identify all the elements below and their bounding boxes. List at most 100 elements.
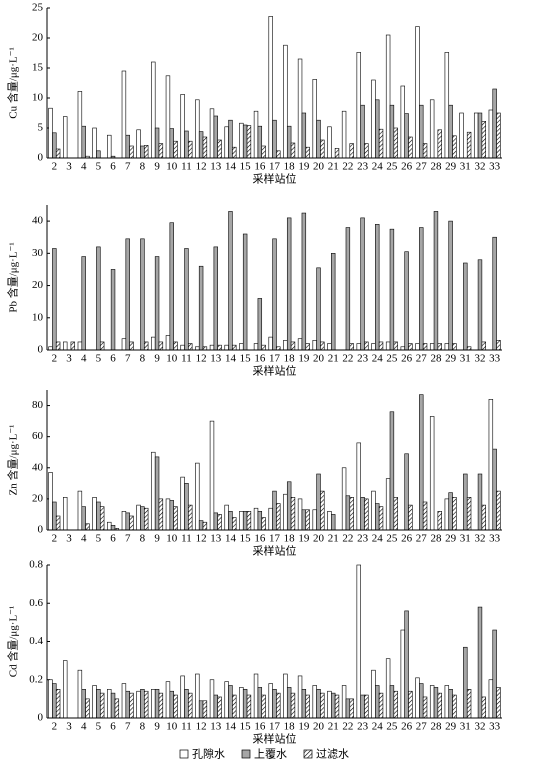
bar bbox=[452, 694, 457, 719]
bar bbox=[422, 343, 428, 351]
bar bbox=[360, 104, 365, 159]
x-tick-label: 18 bbox=[284, 161, 296, 173]
bar bbox=[48, 107, 53, 159]
x-tick-label: 24 bbox=[372, 721, 384, 733]
bar bbox=[331, 692, 336, 719]
bar bbox=[415, 677, 420, 719]
bar bbox=[151, 336, 156, 351]
bar bbox=[217, 139, 222, 159]
x-tick-label: 9 bbox=[154, 721, 160, 733]
bar bbox=[448, 104, 453, 159]
bar bbox=[195, 99, 200, 159]
bar bbox=[345, 495, 351, 531]
bar bbox=[55, 515, 61, 531]
x-tick-label: 12 bbox=[196, 161, 207, 173]
bar bbox=[276, 692, 281, 719]
legend-swatch bbox=[241, 749, 251, 759]
y-tick-label: 25 bbox=[32, 2, 44, 14]
bar bbox=[129, 692, 134, 719]
bar bbox=[257, 125, 263, 159]
bar bbox=[283, 340, 288, 351]
x-tick-label: 19 bbox=[298, 721, 310, 733]
bar bbox=[110, 269, 116, 351]
bar bbox=[444, 343, 450, 351]
bar bbox=[297, 675, 303, 719]
bar bbox=[198, 520, 204, 531]
bar bbox=[415, 26, 420, 159]
bar bbox=[305, 146, 310, 159]
bar bbox=[334, 148, 340, 159]
bar bbox=[316, 473, 321, 531]
bar bbox=[492, 88, 497, 159]
bar bbox=[364, 694, 369, 719]
x-tick-label: 31 bbox=[460, 533, 471, 545]
x-tick-label: 31 bbox=[460, 353, 471, 365]
bar bbox=[437, 343, 442, 351]
x-tick-label: 17 bbox=[269, 161, 281, 173]
bar bbox=[165, 75, 171, 159]
bar bbox=[268, 507, 273, 531]
x-tick-label: 29 bbox=[445, 353, 457, 365]
y-tick-label: 0.4 bbox=[29, 635, 43, 647]
bar bbox=[375, 99, 380, 159]
bar bbox=[158, 341, 164, 351]
bar bbox=[268, 16, 273, 159]
bar bbox=[481, 696, 486, 719]
x-tick-label: 9 bbox=[154, 161, 160, 173]
x-tick-label: 33 bbox=[489, 161, 501, 173]
bar bbox=[429, 685, 435, 719]
bar bbox=[52, 683, 57, 719]
bar bbox=[404, 251, 409, 351]
y-axis-label: Pb 含量/μg·L⁻¹ bbox=[6, 242, 20, 312]
x-tick-label: 25 bbox=[386, 721, 398, 733]
bar bbox=[151, 451, 156, 531]
bar bbox=[286, 481, 292, 531]
x-tick-label: 23 bbox=[357, 533, 369, 545]
bar bbox=[360, 694, 365, 719]
x-tick-label: 2 bbox=[52, 353, 58, 365]
bar bbox=[169, 690, 174, 719]
bar bbox=[496, 112, 501, 159]
bar bbox=[253, 110, 259, 159]
y-tick-label: 10 bbox=[32, 92, 44, 104]
bar bbox=[385, 658, 391, 719]
x-tick-label: 24 bbox=[372, 533, 384, 545]
bar bbox=[246, 694, 252, 719]
bar bbox=[385, 341, 391, 351]
bar bbox=[48, 472, 53, 531]
bar bbox=[415, 343, 420, 351]
bar bbox=[492, 236, 497, 351]
bar bbox=[444, 52, 450, 159]
bar bbox=[121, 511, 127, 531]
bar bbox=[144, 145, 149, 159]
x-tick-label: 11 bbox=[181, 353, 192, 365]
bar bbox=[371, 343, 376, 351]
bar bbox=[356, 564, 361, 719]
bar bbox=[349, 497, 354, 531]
bar bbox=[99, 506, 105, 531]
bar bbox=[349, 143, 354, 159]
bar bbox=[224, 681, 229, 719]
x-tick-label: 26 bbox=[401, 533, 413, 545]
x-tick-label: 12 bbox=[196, 721, 207, 733]
x-axis-label: 采样站位 bbox=[253, 732, 297, 746]
bar bbox=[316, 267, 321, 351]
bar bbox=[158, 498, 164, 531]
x-tick-label: 22 bbox=[342, 721, 353, 733]
x-tick-label: 29 bbox=[445, 533, 457, 545]
x-tick-label: 19 bbox=[298, 353, 310, 365]
bar bbox=[459, 112, 464, 159]
bar bbox=[188, 140, 193, 159]
x-tick-label: 11 bbox=[181, 533, 192, 545]
bar bbox=[433, 687, 439, 719]
x-tick-label: 24 bbox=[372, 353, 384, 365]
bar bbox=[242, 511, 248, 531]
bar bbox=[481, 504, 486, 531]
bar bbox=[85, 523, 90, 531]
bar bbox=[232, 146, 237, 159]
bar bbox=[99, 692, 105, 719]
x-tick-label: 3 bbox=[66, 721, 72, 733]
bar bbox=[437, 129, 442, 159]
bar bbox=[198, 700, 204, 719]
